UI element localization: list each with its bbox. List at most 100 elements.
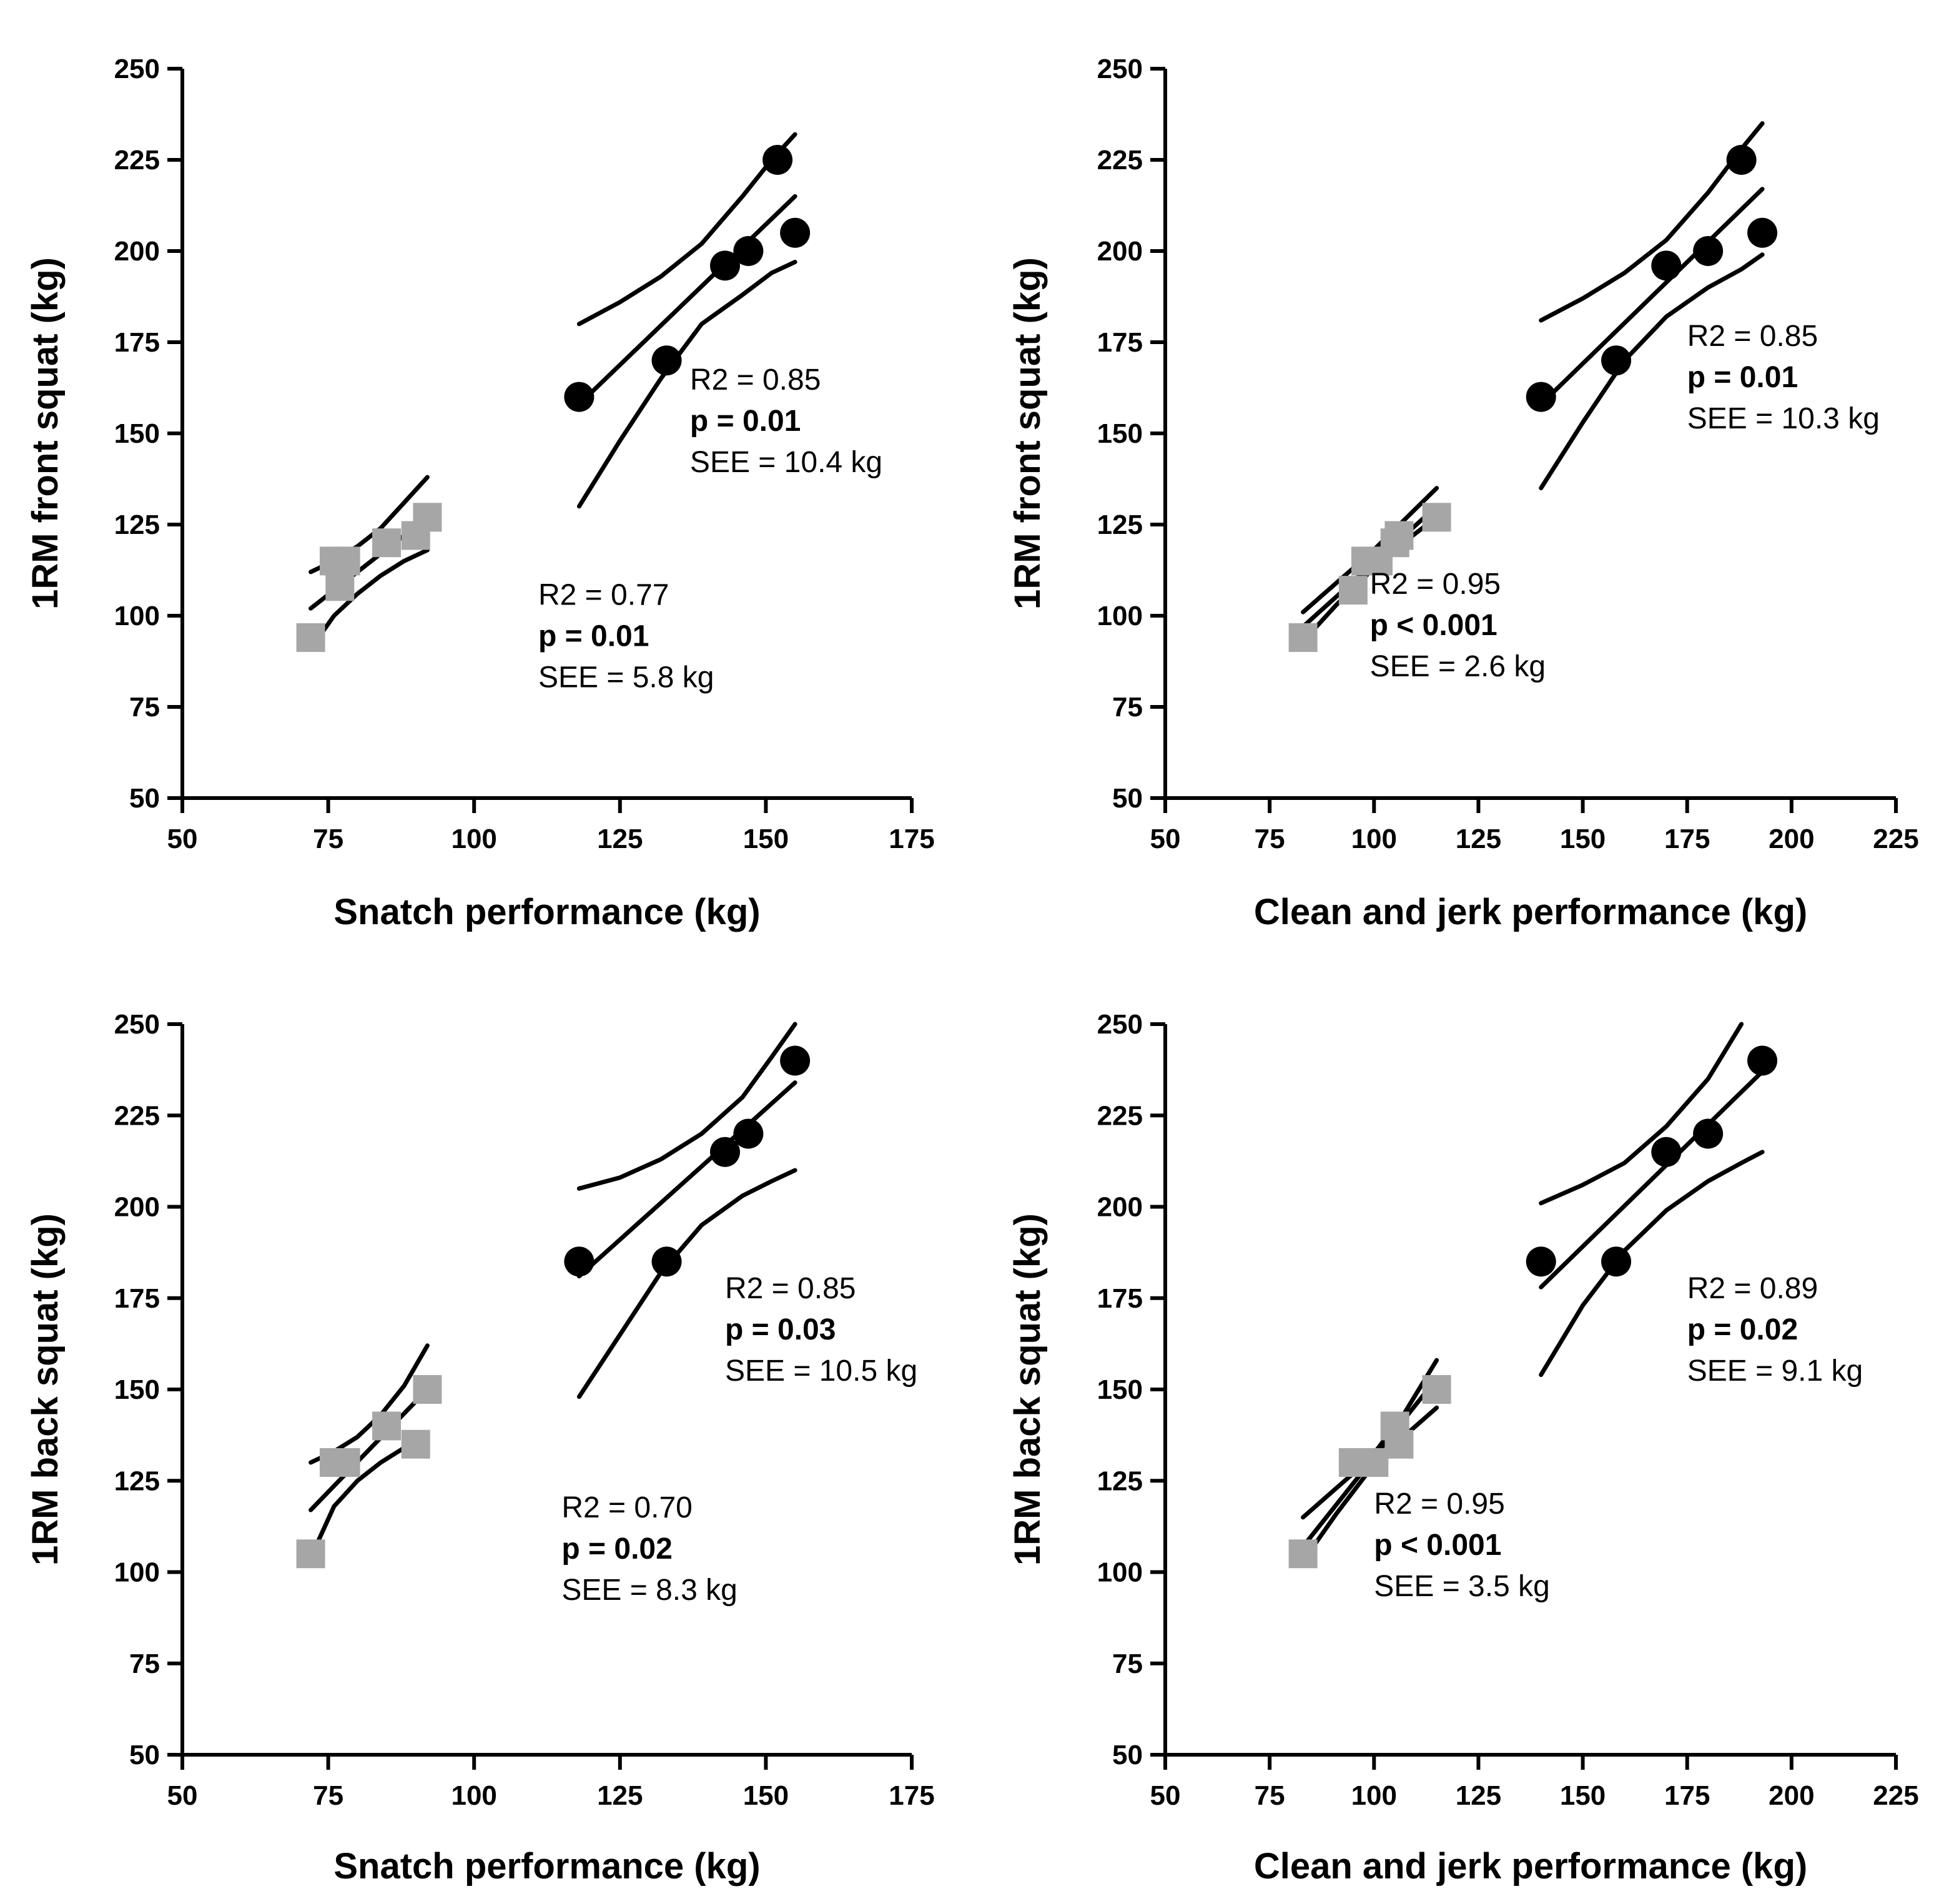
data-point-circle: [1747, 217, 1778, 248]
regression-line: [1539, 187, 1765, 407]
annotation-see: SEE = 5.8 kg: [538, 661, 714, 694]
annotation-see: SEE = 9.1 kg: [1687, 1354, 1863, 1388]
y-tick-label: 225: [1097, 1100, 1143, 1131]
x-tick-label: 150: [743, 824, 789, 854]
data-point-square: [372, 1411, 402, 1441]
chart-panel-snatch-back-squat: 50 75 100 125 150 175 200 225 250 50 75 100 125 150 17…: [25, 1009, 935, 1887]
y-tick-label: 75: [1112, 1649, 1143, 1679]
series-squares: R2 = 0.95 p < 0.001 SEE = 2.6 kg: [1288, 486, 1546, 683]
y-tick-label: 200: [114, 1192, 160, 1223]
data-point-square: [331, 1448, 360, 1477]
data-point-circle: [780, 1045, 811, 1076]
y-tick-label: 225: [1097, 145, 1143, 175]
annotation-r2: R2 = 0.85: [1687, 320, 1818, 353]
chart-panel-snatch-front-squat: 50 75 100 125 150 175 200 225 250 50 75 100 125 150 17…: [25, 54, 935, 932]
data-point-square: [331, 546, 360, 576]
data-point-circle: [709, 1137, 740, 1167]
y-tick-label: 250: [1097, 1009, 1143, 1040]
confidence-band-lower: [308, 548, 430, 651]
x-tick-label: 125: [1456, 824, 1501, 854]
data-point-square: [1422, 503, 1451, 532]
y-tick-label: 175: [1097, 327, 1143, 358]
y-tick-label: 150: [114, 1374, 160, 1405]
confidence-band-upper: [576, 1022, 797, 1191]
series-circles: R2 = 0.85 p = 0.03 SEE = 10.5 kg: [564, 1022, 917, 1399]
data-point-circle: [733, 1118, 764, 1149]
regression-line: [576, 1080, 797, 1279]
y-tick-label: 250: [114, 1009, 160, 1040]
data-point-circle: [1747, 1045, 1778, 1076]
regression-line: [308, 1387, 430, 1512]
data-point-square: [372, 528, 402, 558]
x-tick-label: 50: [167, 824, 198, 854]
data-point-square: [413, 503, 442, 532]
annotation-r2: R2 = 0.70: [561, 1491, 692, 1524]
x-tick-label: 75: [313, 1780, 343, 1811]
x-tick-label: 150: [743, 1780, 789, 1811]
y-tick-label: 175: [114, 1283, 160, 1314]
x-tick-label: 75: [1255, 824, 1285, 854]
annotation-see: SEE = 10.4 kg: [690, 446, 882, 479]
annotation-see: SEE = 10.5 kg: [725, 1354, 917, 1388]
y-tick-label: 225: [114, 145, 160, 175]
data-point-square: [401, 1429, 430, 1459]
series-circles: R2 = 0.85 p = 0.01 SEE = 10.3 kg: [1526, 121, 1880, 491]
data-point-square: [1384, 1429, 1414, 1459]
y-tick-label: 250: [1097, 54, 1143, 84]
y-tick-label: 125: [114, 510, 160, 540]
x-tick-label: 125: [597, 1780, 643, 1811]
annotation-p-value: p = 0.02: [561, 1532, 672, 1566]
x-tick-label: 225: [1873, 1780, 1918, 1811]
annotation-p-value: p = 0.01: [690, 405, 801, 438]
x-tick-label: 50: [167, 1780, 198, 1811]
data-point-square: [1288, 1539, 1318, 1569]
y-tick-label: 50: [129, 783, 160, 814]
y-tick-label: 100: [1097, 601, 1143, 631]
annotation-p-value: p < 0.001: [1370, 609, 1497, 642]
x-tick-label: 175: [889, 1780, 934, 1811]
data-point-circle: [780, 217, 811, 248]
y-tick-label: 150: [114, 418, 160, 449]
annotation-see: SEE = 3.5 kg: [1374, 1570, 1550, 1603]
chart-panel-clean-jerk-front-squat: 50 75 100 125 150 175 200 225 250 50 75 100 125 150 17…: [1007, 54, 1919, 932]
data-point-square: [296, 623, 325, 653]
confidence-band-lower: [1539, 252, 1765, 491]
annotation-p-value: p = 0.02: [1687, 1313, 1798, 1346]
y-tick-label: 200: [1097, 236, 1143, 267]
series-squares: R2 = 0.70 p = 0.02 SEE = 8.3 kg: [296, 1343, 738, 1607]
annotation-p-value: p = 0.01: [538, 619, 649, 653]
annotation-p-value: p = 0.01: [1687, 361, 1798, 394]
data-point-square: [325, 572, 355, 601]
data-point-circle: [762, 145, 793, 175]
annotation-p-value: p < 0.001: [1374, 1529, 1501, 1562]
annotation-see: SEE = 2.6 kg: [1370, 650, 1546, 683]
y-tick-label: 225: [114, 1100, 160, 1131]
y-tick-label: 75: [129, 692, 160, 723]
y-tick-label: 150: [1097, 1374, 1143, 1405]
y-tick-label: 125: [114, 1466, 160, 1496]
y-tick-label: 150: [1097, 418, 1143, 449]
x-tick-label: 125: [1456, 1780, 1501, 1811]
data-point-circle: [1526, 382, 1556, 412]
y-tick-label: 75: [1112, 692, 1143, 723]
series-circles: R2 = 0.89 p = 0.02 SEE = 9.1 kg: [1526, 1022, 1863, 1388]
x-tick-label: 100: [451, 824, 496, 854]
x-tick-label: 200: [1769, 824, 1814, 854]
annotation-r2: R2 = 0.95: [1370, 568, 1501, 601]
x-tick-label: 50: [1150, 824, 1181, 854]
data-point-circle: [1693, 236, 1724, 266]
data-point-square: [296, 1539, 325, 1569]
x-tick-label: 50: [1150, 1780, 1181, 1811]
data-point-circle: [651, 345, 682, 376]
annotation-r2: R2 = 0.95: [1374, 1487, 1504, 1521]
x-tick-label: 175: [889, 824, 934, 854]
confidence-band-upper: [1539, 1022, 1744, 1206]
x-tick-label: 150: [1560, 824, 1606, 854]
x-tick-label: 200: [1769, 1780, 1814, 1811]
y-tick-label: 125: [1097, 1466, 1143, 1496]
x-axis-title: Snatch performance (kg): [333, 892, 760, 932]
data-point-circle: [651, 1246, 682, 1277]
y-tick-label: 200: [114, 236, 160, 267]
y-tick-label: 250: [114, 54, 160, 84]
